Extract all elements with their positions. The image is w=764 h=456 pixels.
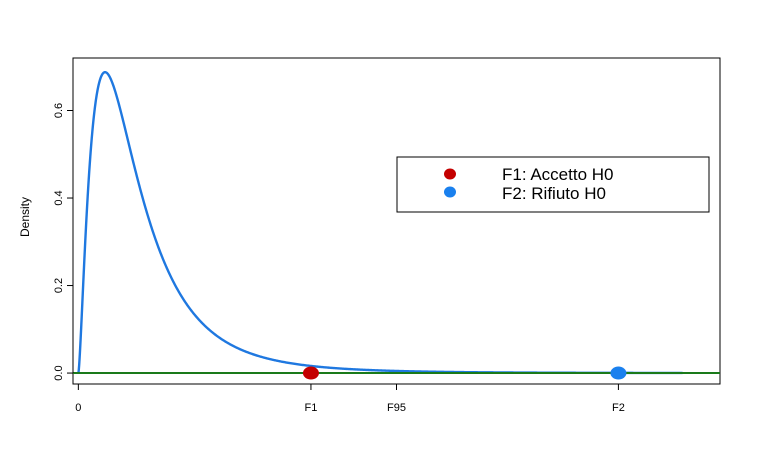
x-tick-label: F1 (305, 402, 318, 414)
y-axis: 0.0 0.2 0.4 0.6 (53, 103, 74, 381)
legend: F1: Accetto H0 F2: Rifiuto H0 (396, 156, 710, 213)
y-tick-label: 0.2 (53, 278, 65, 293)
y-tick-label: 0.0 (53, 365, 65, 380)
point-f1 (302, 366, 319, 380)
y-tick-label: 0.4 (53, 190, 65, 205)
y-tick-label: 0.6 (53, 103, 65, 118)
legend-label-accept: F1: Accetto H0 (502, 165, 614, 184)
test-statistic-points (302, 366, 627, 380)
plot-frame (72, 57, 721, 385)
x-axis: 0 F1 F95 F2 (75, 384, 625, 414)
legend-marker-reject (444, 186, 456, 198)
legend-marker-accept (444, 168, 456, 180)
legend-label-reject: F2: Rifiuto H0 (502, 184, 606, 203)
x-tick-label: F2 (612, 402, 625, 414)
x-tick-label: F95 (387, 402, 406, 414)
y-axis-label: Density (18, 197, 32, 237)
point-f2 (610, 366, 627, 380)
x-tick-label: 0 (75, 402, 81, 414)
density-curve (77, 70, 683, 375)
legend-box (396, 156, 710, 213)
